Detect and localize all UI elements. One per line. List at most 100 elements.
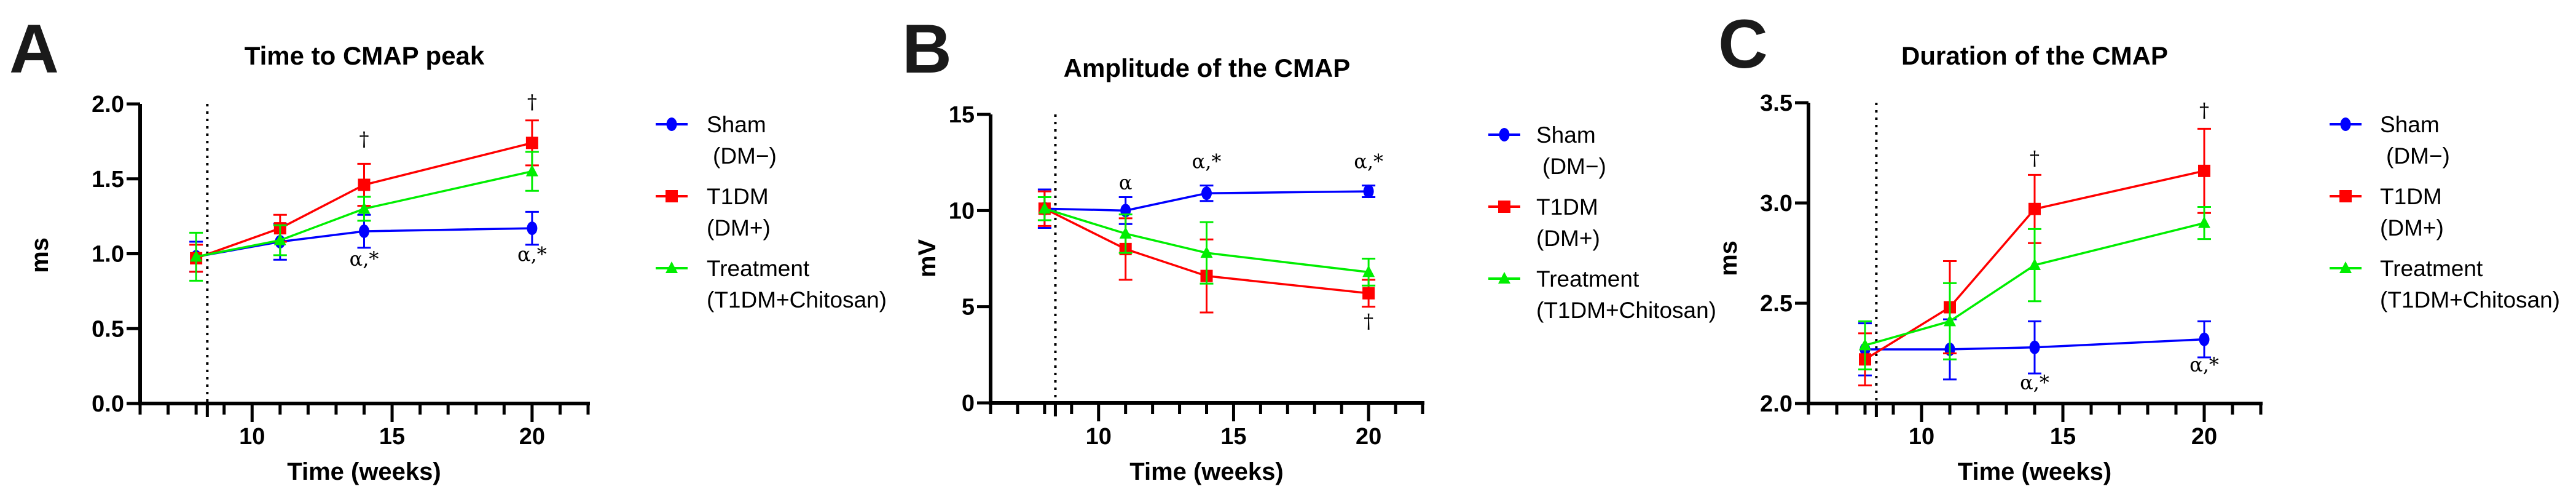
- legend-marker: [2340, 117, 2351, 131]
- significance-annotation: α,*: [1192, 150, 1222, 173]
- series-line: [1865, 338, 2205, 351]
- y-tick-label: 15: [949, 102, 975, 128]
- y-axis-label: mV: [914, 239, 941, 278]
- significance-annotation: α,*: [517, 243, 547, 266]
- panel-letter: C: [1718, 6, 1768, 82]
- data-point: [525, 137, 538, 149]
- legend: Sham (DM−) T1DM (DM+) Treatment (T1DM+Chitosa…: [1488, 122, 1716, 323]
- legend-label: T1DM: [1536, 194, 1598, 220]
- legend-sublabel: (DM−): [2386, 143, 2450, 169]
- data-point: [1362, 287, 1375, 300]
- legend-label: Treatment: [1536, 266, 1639, 292]
- legend-label: Sham: [2380, 112, 2440, 137]
- y-tick-label: 0.0: [92, 391, 124, 417]
- legend-label: T1DM: [2380, 184, 2442, 209]
- legend-label: Sham: [1536, 122, 1596, 148]
- chart-title: Time to CMAP peak: [245, 41, 485, 70]
- legend-sublabel: (DM+): [1536, 226, 1600, 251]
- panel-letter: B: [902, 10, 952, 87]
- x-tick-label: 20: [519, 424, 545, 450]
- legend-sublabel: (DM+): [707, 215, 771, 241]
- chart-title: Amplitude of the CMAP: [1064, 54, 1351, 82]
- series-line: [1044, 190, 1369, 212]
- x-tick-label: 15: [2050, 424, 2076, 450]
- legend-marker: [666, 117, 677, 131]
- legend-label: T1DM: [707, 184, 769, 209]
- data-point: [1200, 246, 1213, 258]
- legend-sublabel: (DM−): [1542, 154, 1606, 179]
- data-point: [527, 221, 538, 236]
- data-point: [358, 178, 371, 191]
- y-tick-label: 5: [962, 295, 975, 320]
- data-point: [2029, 340, 2040, 354]
- y-axis-label: ms: [1715, 241, 1742, 276]
- series-line: [1044, 207, 1369, 274]
- data-point: [273, 233, 286, 245]
- data-point: [359, 224, 369, 238]
- significance-annotation: †: [2030, 146, 2040, 170]
- series-treatment: [1858, 206, 2211, 371]
- legend-label: Treatment: [707, 256, 810, 281]
- series-treatment: [189, 151, 539, 282]
- y-tick-label: 2.5: [1760, 291, 1793, 317]
- y-tick-label: 1.5: [92, 167, 124, 193]
- legend-sublabel: (DM−): [713, 143, 777, 169]
- significance-annotation: †: [359, 127, 369, 151]
- series-line: [195, 141, 533, 260]
- legend-sublabel: (T1DM+Chitosan): [1536, 298, 1716, 323]
- panel-b: B Amplitude of the CMAP mV Time (weeks) 0 5 10…: [902, 10, 1716, 485]
- significance-annotation: α: [1119, 171, 1133, 194]
- x-axis-label: Time (weeks): [287, 458, 441, 485]
- y-tick-label: 3.5: [1760, 90, 1793, 116]
- data-point: [1363, 185, 1374, 199]
- y-tick-label: 2.0: [92, 92, 124, 117]
- legend-marker: [666, 190, 678, 202]
- legend: Sham (DM−) T1DM (DM+) Treatment (T1DM+Chitosa…: [656, 112, 887, 312]
- legend-marker: [666, 261, 678, 273]
- y-tick-label: 3.0: [1760, 191, 1793, 217]
- series-line: [1044, 207, 1369, 295]
- data-point: [190, 250, 203, 262]
- x-tick-label: 15: [1220, 424, 1246, 450]
- legend: Sham (DM−) T1DM (DM+) Treatment (T1DM+Chitosa…: [2330, 112, 2560, 312]
- data-point: [1362, 265, 1375, 277]
- legend-marker: [1498, 272, 1510, 284]
- chart-title: Duration of the CMAP: [1901, 41, 2168, 70]
- legend-label: Treatment: [2380, 256, 2483, 281]
- legend-marker: [1499, 128, 1510, 141]
- significance-annotation: †: [527, 90, 537, 113]
- panel-letter: A: [9, 10, 59, 87]
- x-tick-label: 10: [239, 424, 265, 450]
- panel-a: A Time to CMAP peak ms Time (weeks) 0.0 0.5 1.…: [9, 10, 887, 485]
- panel-c: C Duration of the CMAP ms Time (weeks) 2.0 2.…: [1715, 6, 2560, 485]
- y-tick-label: 0: [962, 391, 975, 416]
- legend-marker: [2339, 190, 2352, 202]
- data-point: [525, 164, 538, 177]
- data-point: [2198, 164, 2210, 177]
- data-point: [1038, 202, 1051, 214]
- x-axis-label: Time (weeks): [1958, 458, 2112, 485]
- data-point: [358, 202, 371, 214]
- y-tick-label: 10: [949, 198, 975, 224]
- significance-annotation: †: [1364, 309, 1373, 333]
- series-line: [1864, 221, 2205, 347]
- y-tick-label: 0.5: [92, 316, 124, 342]
- series-line: [195, 170, 533, 258]
- legend-marker: [2339, 261, 2352, 273]
- y-tick-label: 2.0: [1760, 391, 1793, 417]
- significance-annotation: α,*: [350, 247, 379, 271]
- legend-marker: [1498, 201, 1510, 213]
- legend-sublabel: (T1DM+Chitosan): [707, 287, 887, 312]
- data-point: [2028, 258, 2041, 271]
- legend-label: Sham: [707, 112, 766, 137]
- x-tick-label: 20: [1356, 424, 1381, 450]
- x-tick-label: 10: [1909, 424, 1934, 450]
- y-tick-label: 1.0: [92, 242, 124, 268]
- significance-annotation: α,*: [2189, 353, 2219, 376]
- data-point: [2198, 216, 2210, 228]
- series-treatment: [1037, 196, 1376, 287]
- x-axis-label: Time (weeks): [1129, 458, 1284, 485]
- data-point: [2028, 202, 2041, 215]
- data-point: [1859, 338, 1871, 351]
